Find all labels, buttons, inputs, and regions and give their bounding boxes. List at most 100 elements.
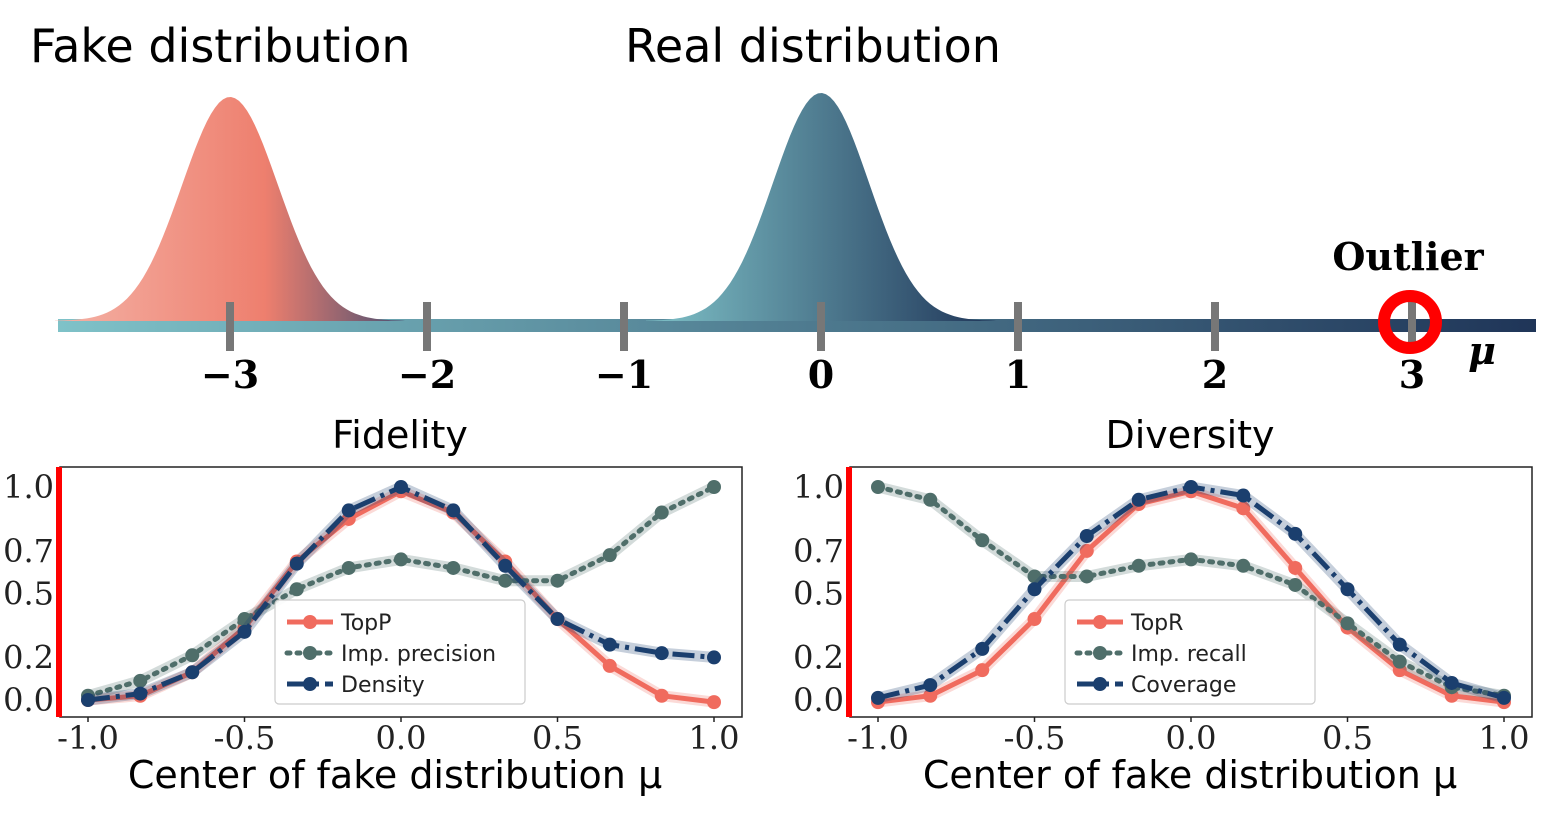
series-point-1 — [707, 480, 721, 494]
y-tick-label: 0.2 — [3, 638, 54, 676]
series-point-1 — [871, 480, 885, 494]
diversity-x-ticks: -1.0 -0.5 0.0 0.5 1.0 — [847, 717, 1529, 757]
mu-tick-mark — [1408, 302, 1416, 351]
series-point-1 — [341, 560, 356, 575]
series-point-1 — [394, 552, 408, 567]
mu-tick-label: 1 — [1005, 352, 1031, 397]
mu-tick-mark — [423, 302, 431, 351]
mu-axis-ticks: −3 −2 −1 0 1 2 3 — [201, 302, 1425, 397]
outlier-label: Outlier — [1332, 234, 1484, 279]
series-point-2 — [1131, 492, 1146, 507]
series-point-1 — [1340, 616, 1355, 631]
y-tick-label: 0.0 — [3, 681, 54, 719]
fidelity-chart: Fidelity 0.0 0.2 0.5 0.7 1.0 -1.0 -0.5 0.0 0.5 1… — [3, 413, 743, 797]
series-point-1 — [654, 505, 669, 520]
legend-marker-2 — [303, 677, 317, 691]
legend-marker-0 — [1093, 615, 1107, 629]
legend-marker-2 — [1093, 677, 1107, 691]
series-point-2 — [923, 678, 938, 693]
legend-box — [1064, 599, 1316, 705]
series-point-1 — [1392, 654, 1407, 669]
fidelity-y-axis-highlight — [56, 467, 62, 717]
mu-tick-mark — [1014, 302, 1022, 351]
diversity-y-axis-highlight — [846, 467, 852, 717]
series-point-0 — [975, 663, 990, 678]
mu-tick-mark — [620, 302, 628, 351]
series-point-0 — [1027, 612, 1042, 627]
legend-label-2: Coverage — [1131, 673, 1236, 698]
series-point-2 — [185, 665, 200, 680]
fake-distribution-label: Fake distribution — [30, 19, 411, 73]
mu-tick-label: 2 — [1202, 352, 1228, 397]
x-tick-label: -0.5 — [214, 719, 276, 757]
legend-label-0: TopP — [340, 611, 391, 636]
diversity-y-ticks: 0.0 0.2 0.5 0.7 1.0 — [793, 468, 844, 719]
legend-label-0: TopR — [1130, 611, 1183, 636]
mu-tick-mark — [817, 302, 825, 351]
fidelity-y-ticks: 0.0 0.2 0.5 0.7 1.0 — [3, 468, 54, 719]
series-point-0 — [923, 688, 938, 703]
series-point-2 — [237, 624, 252, 639]
x-tick-label: -1.0 — [847, 719, 909, 757]
series-point-2 — [446, 503, 461, 518]
y-tick-label: 0.0 — [793, 681, 844, 719]
y-tick-label: 1.0 — [793, 468, 844, 506]
series-point-1 — [975, 533, 990, 548]
legend-marker-1 — [1093, 646, 1107, 660]
series-point-0 — [1288, 560, 1303, 575]
series-point-2 — [341, 503, 356, 518]
series-point-2 — [1497, 690, 1511, 705]
series-point-2 — [871, 690, 885, 705]
series-point-0 — [1236, 501, 1251, 516]
real-distribution-label: Real distribution — [625, 19, 1001, 73]
legend-marker-1 — [303, 646, 317, 660]
y-tick-label: 0.7 — [793, 532, 844, 570]
x-tick-label: 1.0 — [689, 719, 740, 757]
distribution-schematic: Fake distribution Real distribution −3 −2… — [30, 19, 1536, 397]
series-point-2 — [550, 612, 565, 627]
x-tick-label: -0.5 — [1004, 719, 1066, 757]
real-distribution-curve — [646, 93, 996, 321]
fidelity-series — [81, 480, 721, 710]
series-point-2 — [1288, 526, 1303, 541]
x-tick-label: 0.5 — [1322, 719, 1373, 757]
fidelity-title: Fidelity — [332, 413, 468, 457]
series-point-2 — [1392, 637, 1407, 652]
y-tick-label: 0.2 — [793, 638, 844, 676]
diversity-series — [871, 480, 1511, 710]
mu-tick-label: −2 — [398, 352, 456, 397]
series-point-2 — [654, 646, 669, 661]
outlier-marker — [1378, 290, 1442, 354]
diversity-x-label: Center of fake distribution μ — [923, 753, 1457, 797]
mu-axis-symbol: μ — [1468, 328, 1496, 373]
x-tick-label: 0.0 — [376, 719, 427, 757]
series-point-1 — [550, 573, 565, 588]
series-point-1 — [133, 673, 148, 688]
mu-tick-label: −3 — [201, 352, 259, 397]
series-point-1 — [1184, 552, 1198, 567]
series-point-1 — [237, 612, 252, 627]
mu-tick-label: 0 — [808, 352, 834, 397]
series-point-2 — [498, 558, 513, 573]
y-tick-label: 0.5 — [793, 575, 844, 613]
diversity-title: Diversity — [1105, 413, 1274, 457]
series-point-2 — [1340, 582, 1355, 597]
series-point-2 — [602, 637, 617, 652]
series-point-1 — [923, 492, 938, 507]
legend-box — [274, 599, 526, 705]
series-point-1 — [1288, 577, 1303, 592]
y-tick-label: 1.0 — [3, 468, 54, 506]
x-tick-label: 0.5 — [532, 719, 583, 757]
series-point-2 — [1184, 480, 1198, 494]
legend-marker-0 — [303, 615, 317, 629]
series-point-2 — [975, 641, 990, 656]
mu-tick-label: 3 — [1399, 352, 1425, 397]
series-point-0 — [1079, 543, 1094, 558]
diversity-legend: TopR Imp. recall Coverage — [1064, 599, 1316, 705]
series-point-1 — [1131, 558, 1146, 573]
series-point-1 — [1027, 569, 1042, 584]
x-tick-label: 1.0 — [1479, 719, 1530, 757]
series-point-1 — [1236, 558, 1251, 573]
y-tick-label: 0.7 — [3, 532, 54, 570]
